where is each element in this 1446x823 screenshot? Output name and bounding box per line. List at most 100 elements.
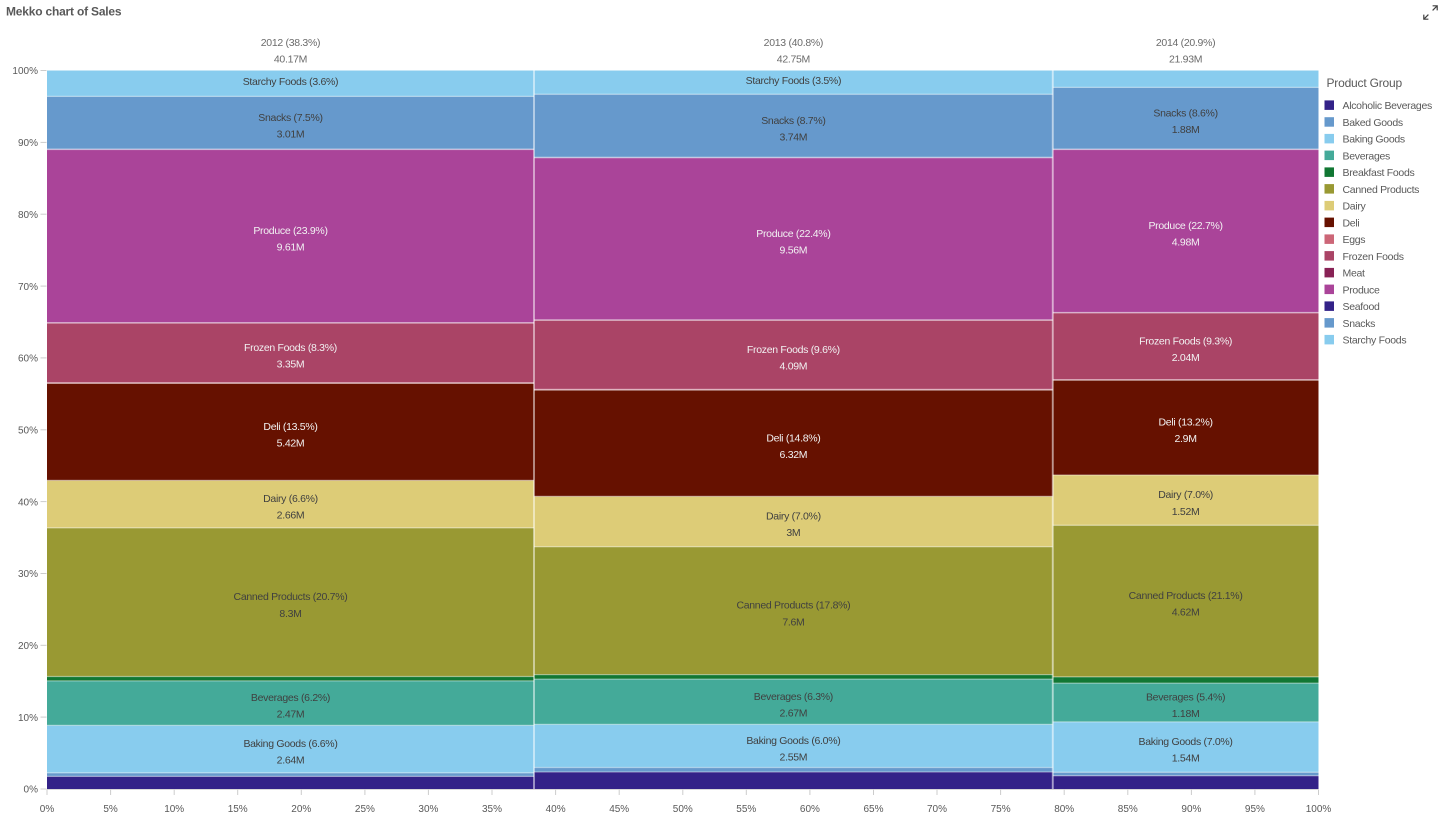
svg-text:80%: 80% — [18, 210, 38, 221]
svg-text:65%: 65% — [863, 804, 883, 815]
svg-text:25%: 25% — [355, 804, 375, 815]
svg-text:3.74M: 3.74M — [780, 131, 808, 143]
svg-text:50%: 50% — [673, 804, 693, 815]
svg-text:Produce (22.7%): Produce (22.7%) — [1148, 220, 1222, 232]
svg-text:Produce (22.4%): Produce (22.4%) — [756, 228, 830, 240]
svg-text:Deli (13.5%): Deli (13.5%) — [263, 421, 317, 433]
svg-text:20%: 20% — [291, 804, 311, 815]
svg-text:Canned Products (20.7%): Canned Products (20.7%) — [234, 591, 348, 603]
svg-text:55%: 55% — [736, 804, 756, 815]
svg-text:5%: 5% — [103, 804, 118, 815]
svg-text:45%: 45% — [609, 804, 629, 815]
svg-text:8.3M: 8.3M — [279, 608, 301, 620]
svg-text:21.93M: 21.93M — [1169, 54, 1202, 66]
svg-text:Frozen Foods (9.3%): Frozen Foods (9.3%) — [1139, 335, 1232, 347]
svg-text:30%: 30% — [418, 804, 438, 815]
svg-text:90%: 90% — [1181, 804, 1201, 815]
svg-text:Frozen Foods (8.3%): Frozen Foods (8.3%) — [244, 342, 337, 354]
svg-text:6.32M: 6.32M — [780, 449, 808, 461]
svg-text:Canned Products (21.1%): Canned Products (21.1%) — [1129, 590, 1243, 602]
svg-text:Deli (13.2%): Deli (13.2%) — [1159, 417, 1213, 429]
svg-text:100%: 100% — [1306, 804, 1332, 815]
svg-text:20%: 20% — [18, 641, 38, 652]
svg-text:4.62M: 4.62M — [1172, 607, 1200, 619]
svg-text:Frozen Foods: Frozen Foods — [1343, 251, 1404, 263]
svg-text:Dairy: Dairy — [1343, 201, 1367, 213]
svg-text:Frozen Foods (9.6%): Frozen Foods (9.6%) — [747, 344, 840, 356]
svg-text:2.64M: 2.64M — [277, 755, 305, 767]
svg-text:95%: 95% — [1245, 804, 1265, 815]
svg-text:80%: 80% — [1054, 804, 1074, 815]
svg-text:Baking Goods (6.6%): Baking Goods (6.6%) — [243, 738, 337, 750]
svg-text:2012 (38.3%): 2012 (38.3%) — [261, 37, 320, 49]
svg-text:75%: 75% — [991, 804, 1011, 815]
svg-text:2.55M: 2.55M — [780, 752, 808, 764]
svg-text:Baked Goods: Baked Goods — [1343, 117, 1403, 129]
svg-text:70%: 70% — [927, 804, 947, 815]
svg-text:Mekko chart of Sales: Mekko chart of Sales — [6, 4, 122, 18]
svg-text:60%: 60% — [800, 804, 820, 815]
svg-text:Deli (14.8%): Deli (14.8%) — [766, 432, 820, 444]
svg-text:10%: 10% — [18, 713, 38, 724]
svg-text:0%: 0% — [24, 785, 39, 796]
svg-text:2.67M: 2.67M — [780, 707, 808, 719]
svg-text:Produce (23.9%): Produce (23.9%) — [253, 225, 327, 237]
svg-text:7.6M: 7.6M — [782, 616, 804, 628]
svg-text:Beverages (6.2%): Beverages (6.2%) — [251, 692, 330, 704]
svg-text:1.54M: 1.54M — [1172, 753, 1200, 765]
svg-text:Breakfast Foods: Breakfast Foods — [1343, 167, 1415, 179]
svg-text:Starchy Foods (3.5%): Starchy Foods (3.5%) — [746, 75, 842, 87]
svg-text:3.01M: 3.01M — [277, 128, 305, 140]
svg-text:Beverages (5.4%): Beverages (5.4%) — [1146, 692, 1225, 704]
svg-text:4.09M: 4.09M — [780, 361, 808, 373]
svg-text:9.56M: 9.56M — [780, 244, 808, 256]
svg-text:30%: 30% — [18, 569, 38, 580]
svg-text:2013 (40.8%): 2013 (40.8%) — [764, 37, 823, 49]
svg-text:15%: 15% — [228, 804, 248, 815]
svg-text:35%: 35% — [482, 804, 502, 815]
svg-text:40%: 40% — [18, 497, 38, 508]
svg-text:Snacks (8.6%): Snacks (8.6%) — [1153, 107, 1217, 119]
svg-text:Seafood: Seafood — [1343, 301, 1380, 313]
svg-text:Alcoholic Beverages: Alcoholic Beverages — [1343, 100, 1432, 112]
svg-text:1.88M: 1.88M — [1172, 124, 1200, 136]
svg-text:85%: 85% — [1118, 804, 1138, 815]
svg-text:Dairy (7.0%): Dairy (7.0%) — [766, 511, 821, 523]
svg-text:Starchy Foods: Starchy Foods — [1343, 335, 1407, 347]
svg-text:2.9M: 2.9M — [1175, 433, 1197, 445]
svg-text:Eggs: Eggs — [1343, 234, 1366, 246]
svg-text:50%: 50% — [18, 425, 38, 436]
svg-text:5.42M: 5.42M — [277, 438, 305, 450]
svg-text:10%: 10% — [164, 804, 184, 815]
svg-text:3M: 3M — [786, 527, 800, 539]
svg-text:2.66M: 2.66M — [277, 510, 305, 522]
svg-text:40%: 40% — [546, 804, 566, 815]
svg-text:60%: 60% — [18, 354, 38, 365]
svg-text:70%: 70% — [18, 282, 38, 293]
svg-text:Snacks (7.5%): Snacks (7.5%) — [258, 112, 322, 124]
svg-text:Beverages: Beverages — [1343, 150, 1391, 162]
svg-text:1.52M: 1.52M — [1172, 506, 1200, 518]
svg-text:Baking Goods: Baking Goods — [1343, 134, 1405, 146]
svg-text:Meat: Meat — [1343, 268, 1366, 280]
svg-text:Baking Goods (7.0%): Baking Goods (7.0%) — [1139, 736, 1233, 748]
svg-text:Produce: Produce — [1343, 284, 1380, 296]
svg-text:4.98M: 4.98M — [1172, 237, 1200, 249]
svg-text:Canned Products: Canned Products — [1343, 184, 1420, 196]
svg-text:Snacks (8.7%): Snacks (8.7%) — [761, 115, 825, 127]
svg-text:2.04M: 2.04M — [1172, 352, 1200, 364]
svg-text:Product Group: Product Group — [1327, 76, 1403, 90]
svg-text:1.18M: 1.18M — [1172, 708, 1200, 720]
svg-text:Snacks: Snacks — [1343, 318, 1376, 330]
svg-text:2014 (20.9%): 2014 (20.9%) — [1156, 37, 1215, 49]
svg-text:Baking Goods (6.0%): Baking Goods (6.0%) — [746, 735, 840, 747]
svg-text:Dairy (6.6%): Dairy (6.6%) — [263, 493, 318, 505]
svg-text:3.35M: 3.35M — [277, 359, 305, 371]
svg-text:0%: 0% — [40, 804, 55, 815]
svg-text:Canned Products (17.8%): Canned Products (17.8%) — [736, 600, 850, 612]
svg-text:9.61M: 9.61M — [277, 242, 305, 254]
svg-text:40.17M: 40.17M — [274, 54, 307, 66]
svg-text:Beverages (6.3%): Beverages (6.3%) — [754, 691, 833, 703]
svg-text:Deli: Deli — [1343, 217, 1360, 229]
svg-text:90%: 90% — [18, 138, 38, 149]
